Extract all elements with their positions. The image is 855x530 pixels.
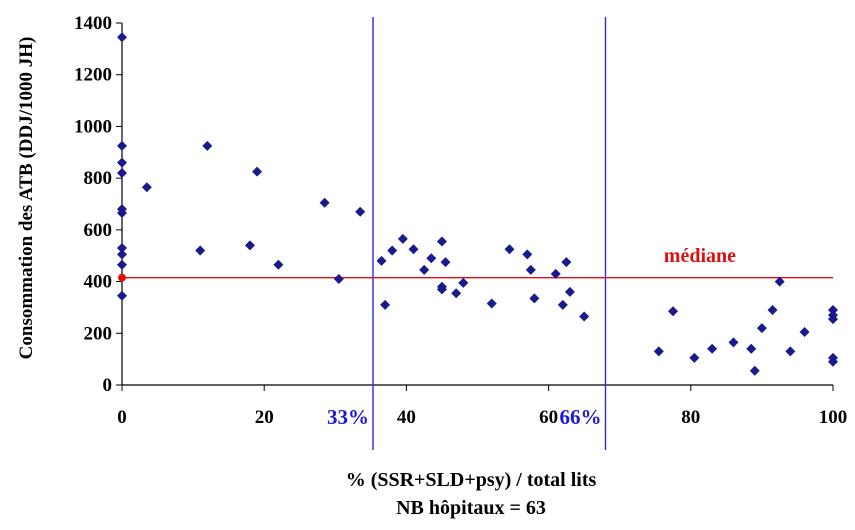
data-point [440,257,451,268]
data-point [689,352,700,363]
data-point [668,306,679,317]
x-tick-labels: 0 20 40 60 80 100 [117,407,847,428]
data-point [117,140,127,151]
data-point [486,298,497,309]
data-point [728,337,739,348]
data-point [436,284,447,295]
data-point [380,299,391,310]
data-point [117,249,127,260]
data-points [117,32,838,376]
data-point [117,259,127,270]
y-tick-label: 800 [84,168,113,189]
y-tick-label: 1400 [74,13,112,34]
data-point [426,253,437,264]
data-point [749,365,760,376]
y-tick-label: 600 [84,220,113,241]
data-point [419,264,430,275]
y-tick-labels: 0 200 400 600 800 1000 1200 1400 [74,13,112,396]
highlight-point [118,273,126,282]
data-point [707,343,718,354]
data-point [458,277,469,288]
y-axis-label: Consommation des ATB (DDJ/1000 JH) [16,37,37,360]
data-point [522,249,533,260]
data-point [785,346,796,357]
data-point [828,305,838,316]
threshold-label: 33% [327,405,369,429]
data-point [828,356,838,367]
data-point [436,236,447,247]
y-tick-label: 400 [84,272,113,293]
data-point [117,32,127,43]
data-point [828,314,838,325]
data-point [408,244,419,255]
footnote: NB hôpitaux = 63 [396,497,546,519]
data-point [451,288,462,299]
data-point [799,326,810,337]
data-point [746,343,757,354]
x-tick-label: 0 [117,407,127,428]
data-point [550,268,561,279]
x-tick-label: 40 [397,407,416,428]
data-point [202,140,213,151]
data-point [504,244,515,255]
y-tick-label: 200 [84,323,113,344]
x-tick-label: 60 [539,407,558,428]
x-tick-label: 100 [819,407,848,428]
data-point [252,166,263,177]
data-point [244,240,255,251]
threshold-label: 66% [559,405,601,429]
threshold-lines: 33% 66% [327,17,607,450]
data-point [117,167,127,178]
data-point [376,255,387,266]
data-point [319,197,330,208]
data-point [387,245,398,256]
data-point [195,245,206,256]
x-axis-label: % (SSR+SLD+psy) / total lits [346,469,597,491]
data-point [397,233,408,244]
median-label: médiane [664,245,736,267]
data-point [529,293,540,304]
data-point [117,290,127,301]
data-point [564,286,575,297]
data-point [141,182,152,193]
data-point [117,157,127,168]
x-tick-label: 80 [681,407,700,428]
data-point [756,323,767,334]
data-point [273,259,284,270]
x-tick-label: 20 [255,407,274,428]
data-point [117,242,127,253]
y-tick-label: 1000 [74,116,112,137]
median-line-group: médiane [122,245,833,279]
data-point [525,264,536,275]
data-point [767,305,778,316]
y-tick-label: 1200 [74,65,112,86]
data-point [355,206,366,217]
data-point [117,208,127,219]
axes [116,22,834,391]
data-point [333,273,344,284]
data-point [557,299,568,310]
data-point [579,311,590,322]
y-tick-label: 0 [103,375,113,396]
data-point [774,276,785,287]
data-point [561,257,572,268]
data-point [653,346,664,357]
